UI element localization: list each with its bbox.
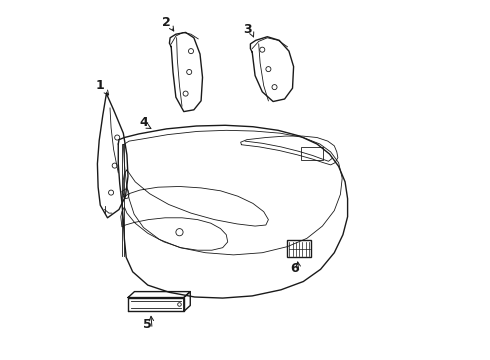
Text: 6: 6 bbox=[291, 262, 299, 275]
Bar bbox=[301, 147, 323, 160]
Text: 5: 5 bbox=[144, 318, 152, 331]
Text: 4: 4 bbox=[139, 116, 148, 129]
Bar bbox=[288, 240, 311, 257]
Text: 1: 1 bbox=[96, 79, 105, 92]
Text: 2: 2 bbox=[162, 16, 171, 29]
Text: 3: 3 bbox=[244, 23, 252, 36]
